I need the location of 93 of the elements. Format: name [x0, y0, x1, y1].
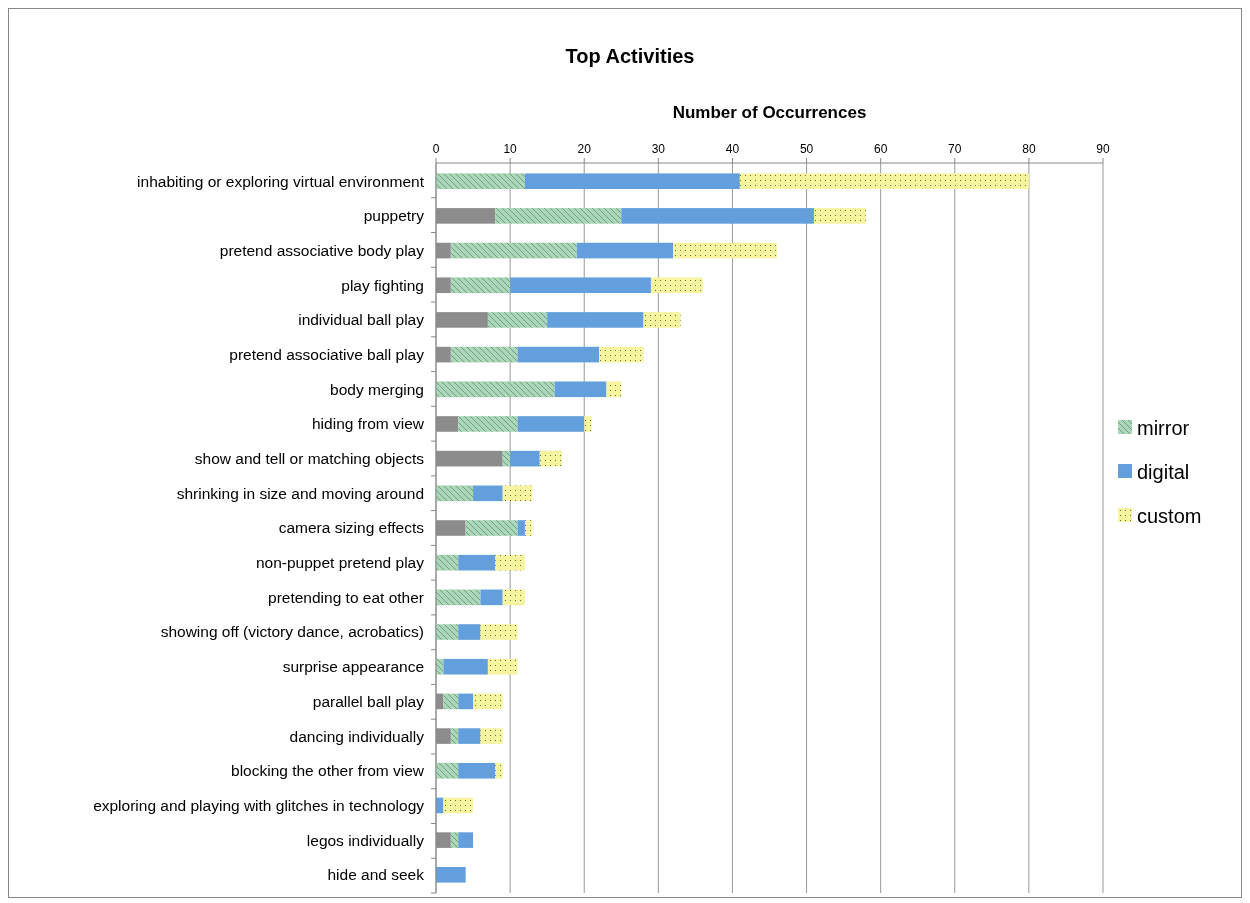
- bar: [510, 450, 540, 467]
- y-tick-label: hiding from view: [312, 415, 425, 433]
- bar: [443, 658, 488, 675]
- bar: [495, 208, 622, 224]
- x-tick-label: 0: [432, 142, 440, 156]
- bar: [450, 728, 459, 744]
- bar: [502, 450, 511, 467]
- y-tick-label: inhabiting or exploring virtual environment: [137, 172, 425, 190]
- bar: [606, 381, 622, 398]
- x-tick-label: 30: [651, 142, 666, 156]
- bar: [524, 173, 740, 190]
- bar: [436, 554, 459, 571]
- y-tick-label: pretend associative ball play: [229, 346, 425, 364]
- bar: [458, 554, 496, 571]
- bar: [599, 346, 644, 363]
- bar: [547, 312, 644, 328]
- bar: [458, 728, 481, 744]
- x-tick-label: 40: [725, 142, 740, 156]
- y-tick-label: individual ball play: [298, 311, 425, 329]
- bar: [458, 693, 474, 710]
- bar: [739, 173, 1029, 190]
- x-tick-label: 10: [503, 142, 518, 156]
- bar: [480, 624, 518, 640]
- legend-label: digital: [1137, 461, 1190, 483]
- bar: [436, 866, 466, 883]
- bar: [643, 312, 681, 328]
- bar: [443, 797, 474, 814]
- y-tick-label: camera sizing effects: [278, 519, 425, 537]
- bar: [502, 589, 525, 606]
- y-tick-label: hide and seek: [327, 866, 425, 884]
- y-tick-label: dancing individually: [289, 727, 425, 745]
- bar: [813, 208, 866, 224]
- y-tick-label: showing off (victory dance, acrobatics): [160, 623, 424, 641]
- bar: [473, 693, 503, 710]
- y-tick-label: exploring and playing with glitches in technology: [93, 796, 425, 814]
- bar: [436, 762, 459, 779]
- chart-title: Top Activities: [565, 45, 695, 67]
- bar: [450, 242, 577, 259]
- bar: [480, 589, 503, 606]
- x-tick-label: 60: [873, 142, 888, 156]
- x-tick-label: 20: [577, 142, 592, 156]
- bar: [576, 242, 674, 259]
- y-tick-label: puppetry: [363, 207, 425, 225]
- bar: [436, 381, 555, 398]
- bar: [621, 208, 814, 224]
- bar: [436, 589, 481, 606]
- x-tick-label: 90: [1096, 142, 1110, 156]
- y-tick-label: body merging: [330, 380, 424, 398]
- legend-label: custom: [1137, 505, 1202, 527]
- y-tick-label: legos individually: [306, 831, 425, 849]
- bar: [450, 346, 518, 363]
- bar: [517, 346, 600, 363]
- y-tick-label: blocking the other from view: [231, 762, 425, 780]
- bar: [487, 312, 548, 328]
- bar: [554, 381, 607, 398]
- legend-label: mirror: [1137, 417, 1190, 439]
- bar: [436, 485, 474, 502]
- bar: [450, 832, 459, 848]
- bar: [539, 450, 562, 467]
- bar: [465, 520, 518, 536]
- bar: [502, 485, 533, 502]
- bar: [673, 242, 777, 259]
- y-tick-label: parallel ball play: [312, 692, 425, 710]
- bar: [510, 277, 651, 294]
- bar: [650, 277, 703, 294]
- bar: [524, 520, 533, 536]
- bar: [495, 554, 525, 571]
- bar: [487, 658, 518, 675]
- bar: [443, 693, 459, 710]
- y-tick-label: pretending to eat other: [268, 588, 424, 606]
- bar: [458, 832, 474, 848]
- bar: [458, 624, 481, 640]
- y-tick-label: show and tell or matching objects: [194, 450, 425, 468]
- bar: [495, 762, 503, 779]
- y-tick-label: shrinking in size and moving around: [176, 484, 424, 502]
- x-tick-label: 80: [1022, 142, 1036, 156]
- bar: [480, 728, 503, 744]
- bar: [458, 762, 496, 779]
- y-tick-label: play fighting: [341, 276, 424, 294]
- x-axis-title: Number of Occurrences: [672, 103, 867, 122]
- bar: [473, 485, 503, 502]
- bar: [458, 416, 518, 432]
- bar: [450, 277, 511, 294]
- y-tick-label: pretend associative body play: [219, 241, 425, 259]
- bar: [436, 624, 459, 640]
- bar: [436, 173, 525, 190]
- x-tick-label: 70: [948, 142, 962, 156]
- bar: [517, 520, 525, 536]
- y-tick-label: surprise appearance: [282, 658, 424, 676]
- bar: [584, 416, 592, 432]
- x-tick-label: 50: [799, 142, 814, 156]
- bar: [517, 416, 585, 432]
- y-tick-label: non-puppet pretend play: [255, 554, 425, 572]
